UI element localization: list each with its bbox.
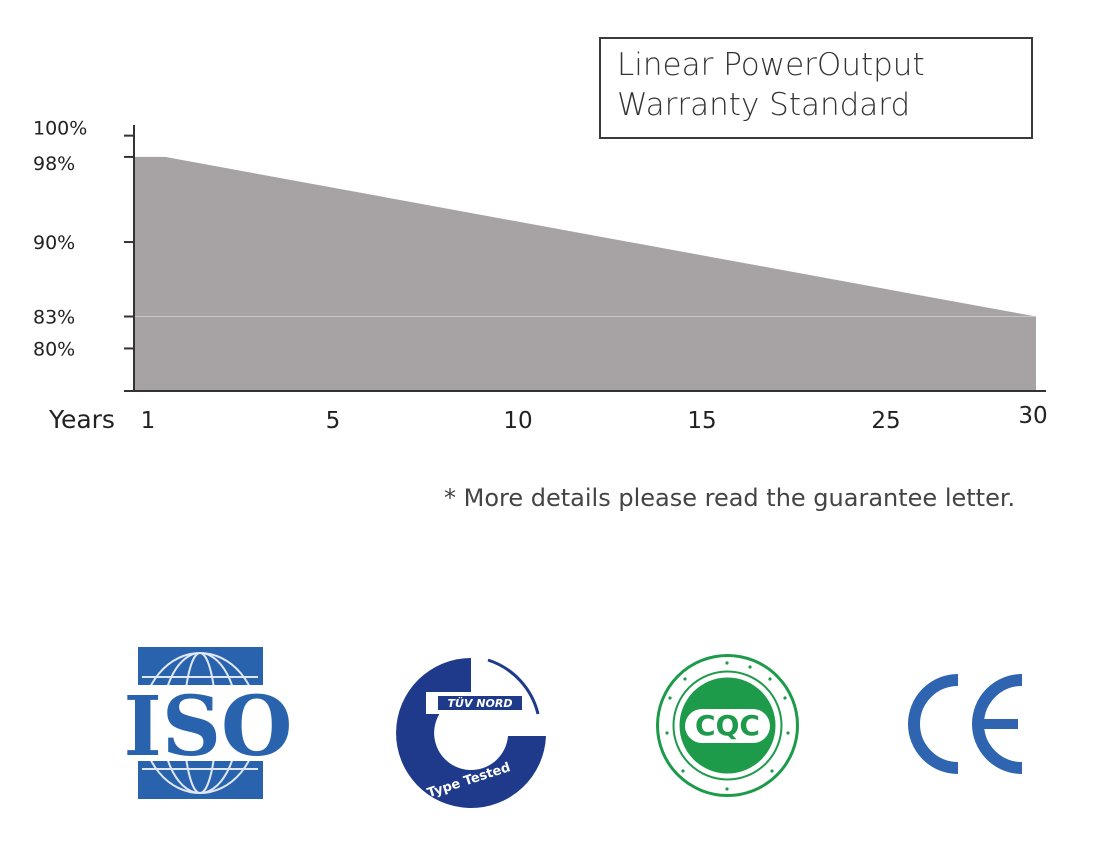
x-tick-label: 5 xyxy=(326,408,341,434)
footnote: * More details please read the guarantee… xyxy=(444,484,1016,512)
cqc-logo-text: CQC xyxy=(695,709,760,742)
ce-logo xyxy=(908,674,1023,774)
x-tick-label: 15 xyxy=(687,408,716,434)
tuv-nord-logo: TÜV NORD Type Tested xyxy=(396,658,546,808)
chart-title-line-2: Warranty Standard xyxy=(617,87,911,123)
warranty-chart: 100%98%90%83%80% 1 5 10 15 25 30 Years xyxy=(33,118,1048,434)
x-ticks: 1 5 10 15 25 30 xyxy=(141,403,1048,434)
x-tick-label: 25 xyxy=(871,408,900,434)
y-tick-label: 83% xyxy=(33,307,75,329)
cqc-logo: CQC xyxy=(656,654,799,797)
power-output-area xyxy=(134,156,1036,391)
x-tick-label: 30 xyxy=(1018,403,1047,429)
y-ticks: 100% 98% 90% 83% 80% xyxy=(33,118,134,360)
y-tick-label: 80% xyxy=(33,338,75,360)
x-axis-label: Years xyxy=(48,405,115,434)
y-tick-label: 90% xyxy=(33,232,75,254)
x-tick-label: 1 xyxy=(141,408,156,434)
iso-logo: ISO xyxy=(121,647,295,799)
x-tick-label: 10 xyxy=(503,408,532,434)
chart-title-box: Linear PowerOutput Warranty Standard xyxy=(599,37,1033,139)
y-tick-label: 100% xyxy=(33,118,87,140)
y-tick-label: 98% xyxy=(33,153,75,175)
tuv-nord-text: TÜV NORD xyxy=(448,696,513,710)
iso-logo-text: ISO xyxy=(123,679,292,775)
chart-title-line-1: Linear PowerOutput xyxy=(617,47,925,83)
